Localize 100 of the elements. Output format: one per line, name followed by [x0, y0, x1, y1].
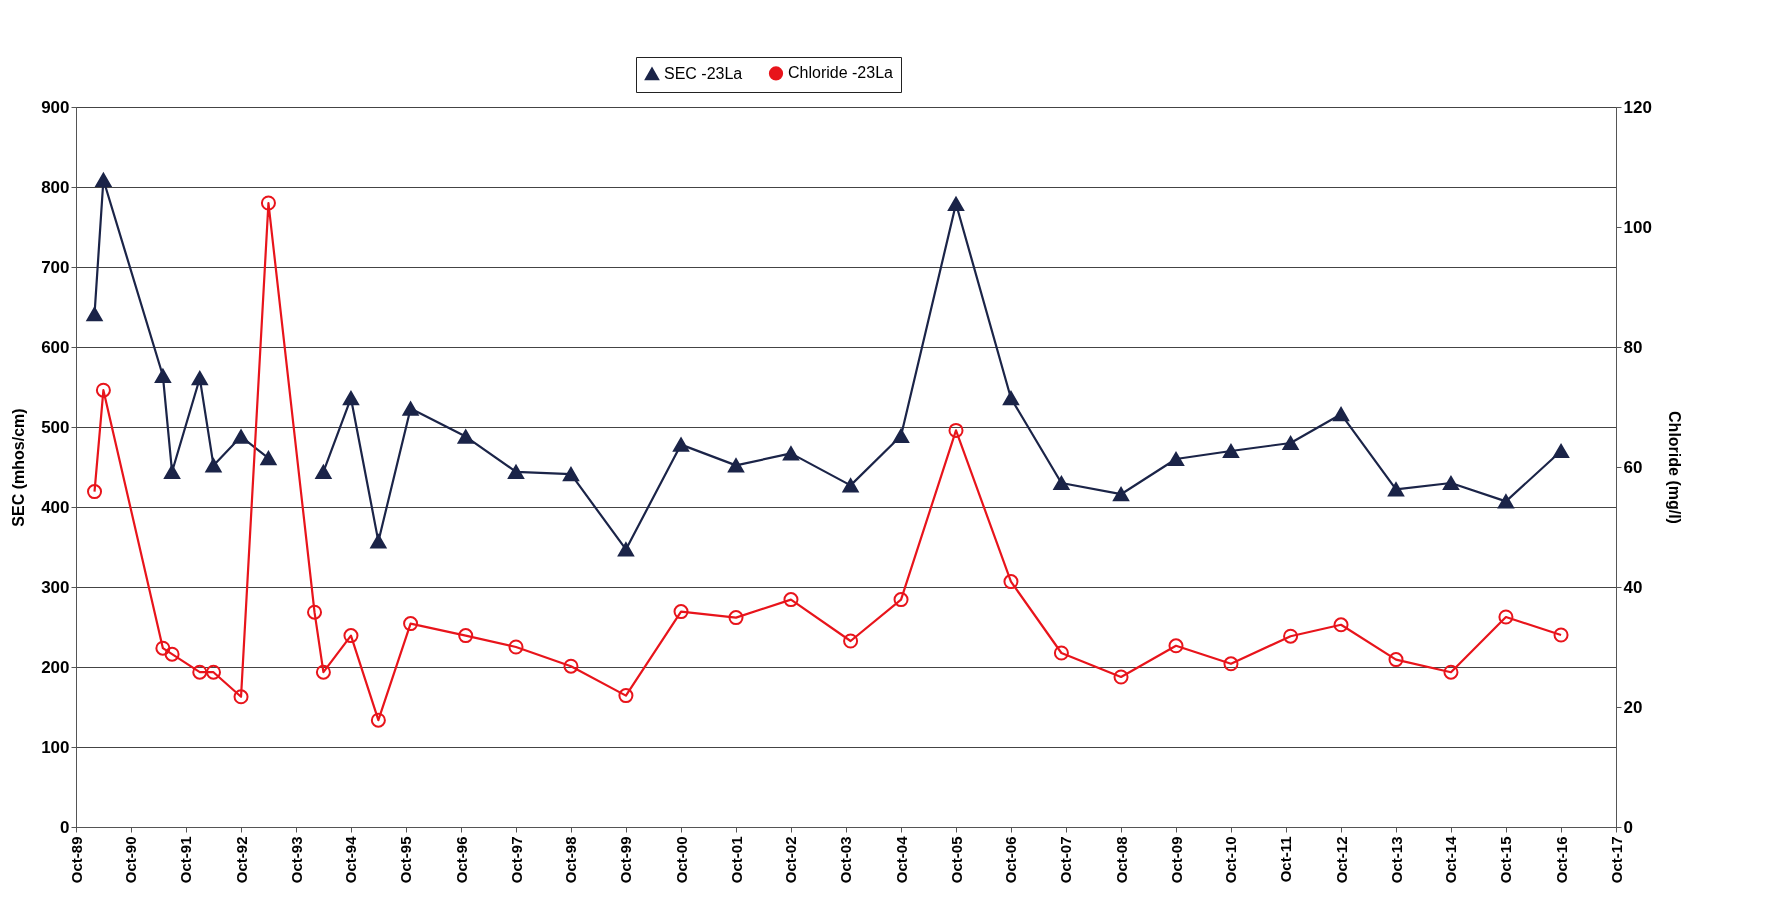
point: [402, 401, 419, 416]
x-tick-label: Oct-09: [1167, 836, 1185, 884]
point: [342, 391, 360, 406]
point: [1223, 656, 1239, 672]
point: [155, 640, 171, 656]
point: [205, 458, 222, 473]
point: [1167, 451, 1185, 467]
point: [782, 446, 800, 461]
y2-tick-label: 80: [1623, 337, 1643, 357]
point: [457, 429, 474, 444]
y2-tick-label: 60: [1623, 457, 1643, 477]
point: [507, 464, 525, 479]
x-tick-label: Oct-01: [727, 836, 745, 884]
point: [164, 464, 181, 479]
point: [233, 689, 249, 705]
x-tick-label: Oct-95: [397, 836, 415, 884]
x-tick-label: Oct-11: [1277, 836, 1295, 883]
y2-tick-label: 20: [1623, 697, 1643, 717]
point: [1552, 443, 1570, 459]
point: [458, 628, 474, 644]
x-tick-label: Oct-00: [672, 836, 690, 884]
x-tick-label: Oct-02: [782, 836, 800, 884]
point: [1053, 475, 1070, 491]
y2-tick-label: 0: [1623, 817, 1633, 837]
point: [563, 658, 579, 674]
point: [1222, 443, 1240, 459]
x-tick-label: Oct-03: [837, 836, 855, 884]
x-tick-label: Oct-15: [1497, 836, 1515, 884]
point: [1168, 638, 1184, 654]
point: [370, 534, 387, 549]
legend-label: Chloride -23La: [788, 64, 894, 82]
x-tick-label: Oct-08: [1112, 836, 1130, 884]
point: [783, 592, 799, 608]
point: [947, 196, 965, 211]
point: [1053, 645, 1069, 661]
point: [1387, 482, 1405, 497]
point: [1113, 669, 1129, 685]
point: [1282, 435, 1299, 451]
point: [192, 664, 208, 680]
point: [95, 172, 112, 187]
y-tick-label: 200: [41, 657, 70, 677]
y-tick-label: 300: [41, 577, 70, 597]
y-axis-title: SEC (mhos/cm): [10, 408, 28, 527]
point: [315, 664, 331, 680]
point: [1388, 652, 1404, 668]
y-tick-label: 600: [41, 337, 70, 357]
point: [728, 610, 744, 626]
point: [307, 604, 323, 620]
point: [95, 382, 111, 398]
point: [205, 664, 221, 680]
y-tick-label: 500: [41, 417, 70, 437]
x-tick-label: Oct-10: [1222, 836, 1240, 884]
x-tick-label: Oct-93: [287, 836, 305, 884]
x-tick-label: Oct-07: [1057, 836, 1075, 884]
point: [673, 604, 689, 620]
point: [1332, 407, 1350, 422]
point: [403, 616, 419, 632]
point: [315, 464, 332, 479]
point: [562, 467, 580, 482]
point: [727, 458, 745, 473]
x-tick-label: Oct-94: [342, 835, 360, 884]
point: [343, 628, 359, 644]
point: [508, 639, 524, 655]
point: [1442, 475, 1460, 491]
point: [1283, 628, 1299, 644]
point: [618, 688, 634, 704]
x-tick-label: Oct-06: [1002, 836, 1020, 884]
x-tick-label: Oct-14: [1442, 835, 1460, 884]
point: [843, 633, 859, 649]
point: [892, 428, 910, 443]
point: [370, 712, 386, 728]
x-tick-label: Oct-92: [232, 836, 250, 884]
x-tick-label: Oct-17: [1607, 836, 1625, 884]
y-tick-label: 0: [60, 817, 70, 837]
legend-label: SEC -23La: [664, 64, 743, 82]
point: [893, 592, 909, 608]
point: [1497, 494, 1514, 509]
x-tick-label: Oct-99: [617, 836, 635, 884]
point: [191, 371, 208, 386]
point: [948, 422, 964, 438]
point: [87, 484, 103, 500]
x-tick-label: Oct-89: [67, 836, 85, 884]
x-tick-label: Oct-16: [1552, 836, 1570, 884]
y-tick-label: 700: [41, 257, 70, 277]
x-tick-label: Oct-04: [892, 835, 910, 884]
point: [164, 646, 180, 662]
point: [842, 478, 859, 493]
y-tick-label: 400: [41, 497, 70, 517]
point: [672, 437, 690, 452]
y-tick-label: 800: [41, 177, 70, 197]
y2-axis-title: Chloride (mg/l): [1665, 411, 1683, 524]
y2-tick-label: 120: [1623, 97, 1652, 117]
y2-tick-label: 40: [1623, 577, 1643, 597]
point: [232, 429, 250, 444]
y-tick-label: 900: [41, 97, 70, 117]
point: [260, 195, 276, 211]
point: [154, 368, 171, 383]
point: [617, 542, 634, 557]
y-tick-label: 100: [41, 737, 70, 757]
point: [1553, 627, 1569, 643]
